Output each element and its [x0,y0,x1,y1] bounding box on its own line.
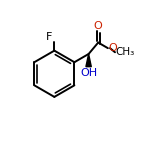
Text: CH₃: CH₃ [115,47,135,57]
Text: F: F [46,32,53,42]
Polygon shape [86,54,91,67]
Text: OH: OH [80,68,97,78]
Text: O: O [108,43,117,53]
Text: O: O [94,21,103,31]
